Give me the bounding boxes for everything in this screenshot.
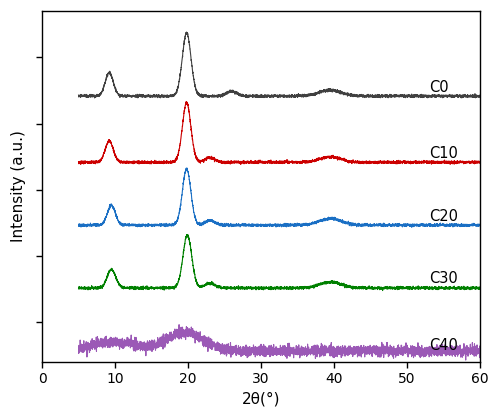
Text: C20: C20 <box>429 209 458 224</box>
Text: C10: C10 <box>429 146 458 161</box>
Text: C40: C40 <box>429 338 458 353</box>
Y-axis label: Intensity (a.u.): Intensity (a.u.) <box>11 130 26 242</box>
Text: C30: C30 <box>429 271 458 286</box>
Text: C0: C0 <box>429 79 448 94</box>
X-axis label: 2θ(°): 2θ(°) <box>242 392 281 407</box>
